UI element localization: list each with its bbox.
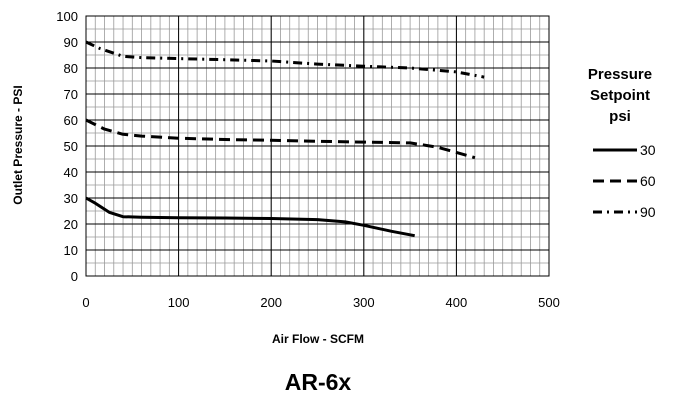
y-tick-label: 90: [64, 35, 78, 50]
series-layer: [85, 40, 485, 238]
x-axis-ticks: 0 100 200 300 400 500: [82, 295, 559, 310]
x-tick-label: 500: [538, 295, 560, 310]
y-tick-label: 60: [64, 113, 78, 128]
x-tick-label: 300: [353, 295, 375, 310]
legend-label-30: 30: [640, 142, 656, 158]
legend-label-60: 60: [640, 173, 656, 189]
y-tick-label: 100: [56, 9, 78, 24]
y-tick-label: 40: [64, 165, 78, 180]
series-line-30: [85, 196, 415, 238]
x-tick-label: 100: [168, 295, 190, 310]
y-tick-label: 70: [64, 87, 78, 102]
legend-title-line-1: Pressure: [588, 66, 652, 83]
chart-caption: AR-6x: [285, 369, 352, 395]
series-line-90: [85, 40, 485, 79]
legend-title-line-2: Setpoint: [590, 87, 650, 104]
x-tick-label: 400: [446, 295, 468, 310]
y-tick-label: 20: [64, 217, 78, 232]
y-tick-label: 50: [64, 139, 78, 154]
legend-entries: 30 60 90: [593, 142, 656, 220]
x-tick-label: 0: [82, 295, 89, 310]
series-line-60: [85, 118, 476, 160]
y-tick-label: 80: [64, 61, 78, 76]
legend-title-line-3: psi: [609, 108, 631, 125]
x-axis-title: Air Flow - SCFM: [272, 332, 364, 346]
legend: Pressure Setpoint psi 30 60 90: [588, 66, 656, 220]
legend-label-90: 90: [640, 204, 656, 220]
y-axis-ticks: 0 10 20 30 40 50 60 70 80 90 100: [56, 9, 78, 284]
x-tick-label: 200: [260, 295, 282, 310]
y-axis-title: Outlet Pressure - PSI: [11, 85, 25, 204]
y-tick-label: 30: [64, 191, 78, 206]
plot-area: [85, 15, 550, 277]
y-tick-label: 0: [71, 269, 78, 284]
y-tick-label: 10: [64, 243, 78, 258]
